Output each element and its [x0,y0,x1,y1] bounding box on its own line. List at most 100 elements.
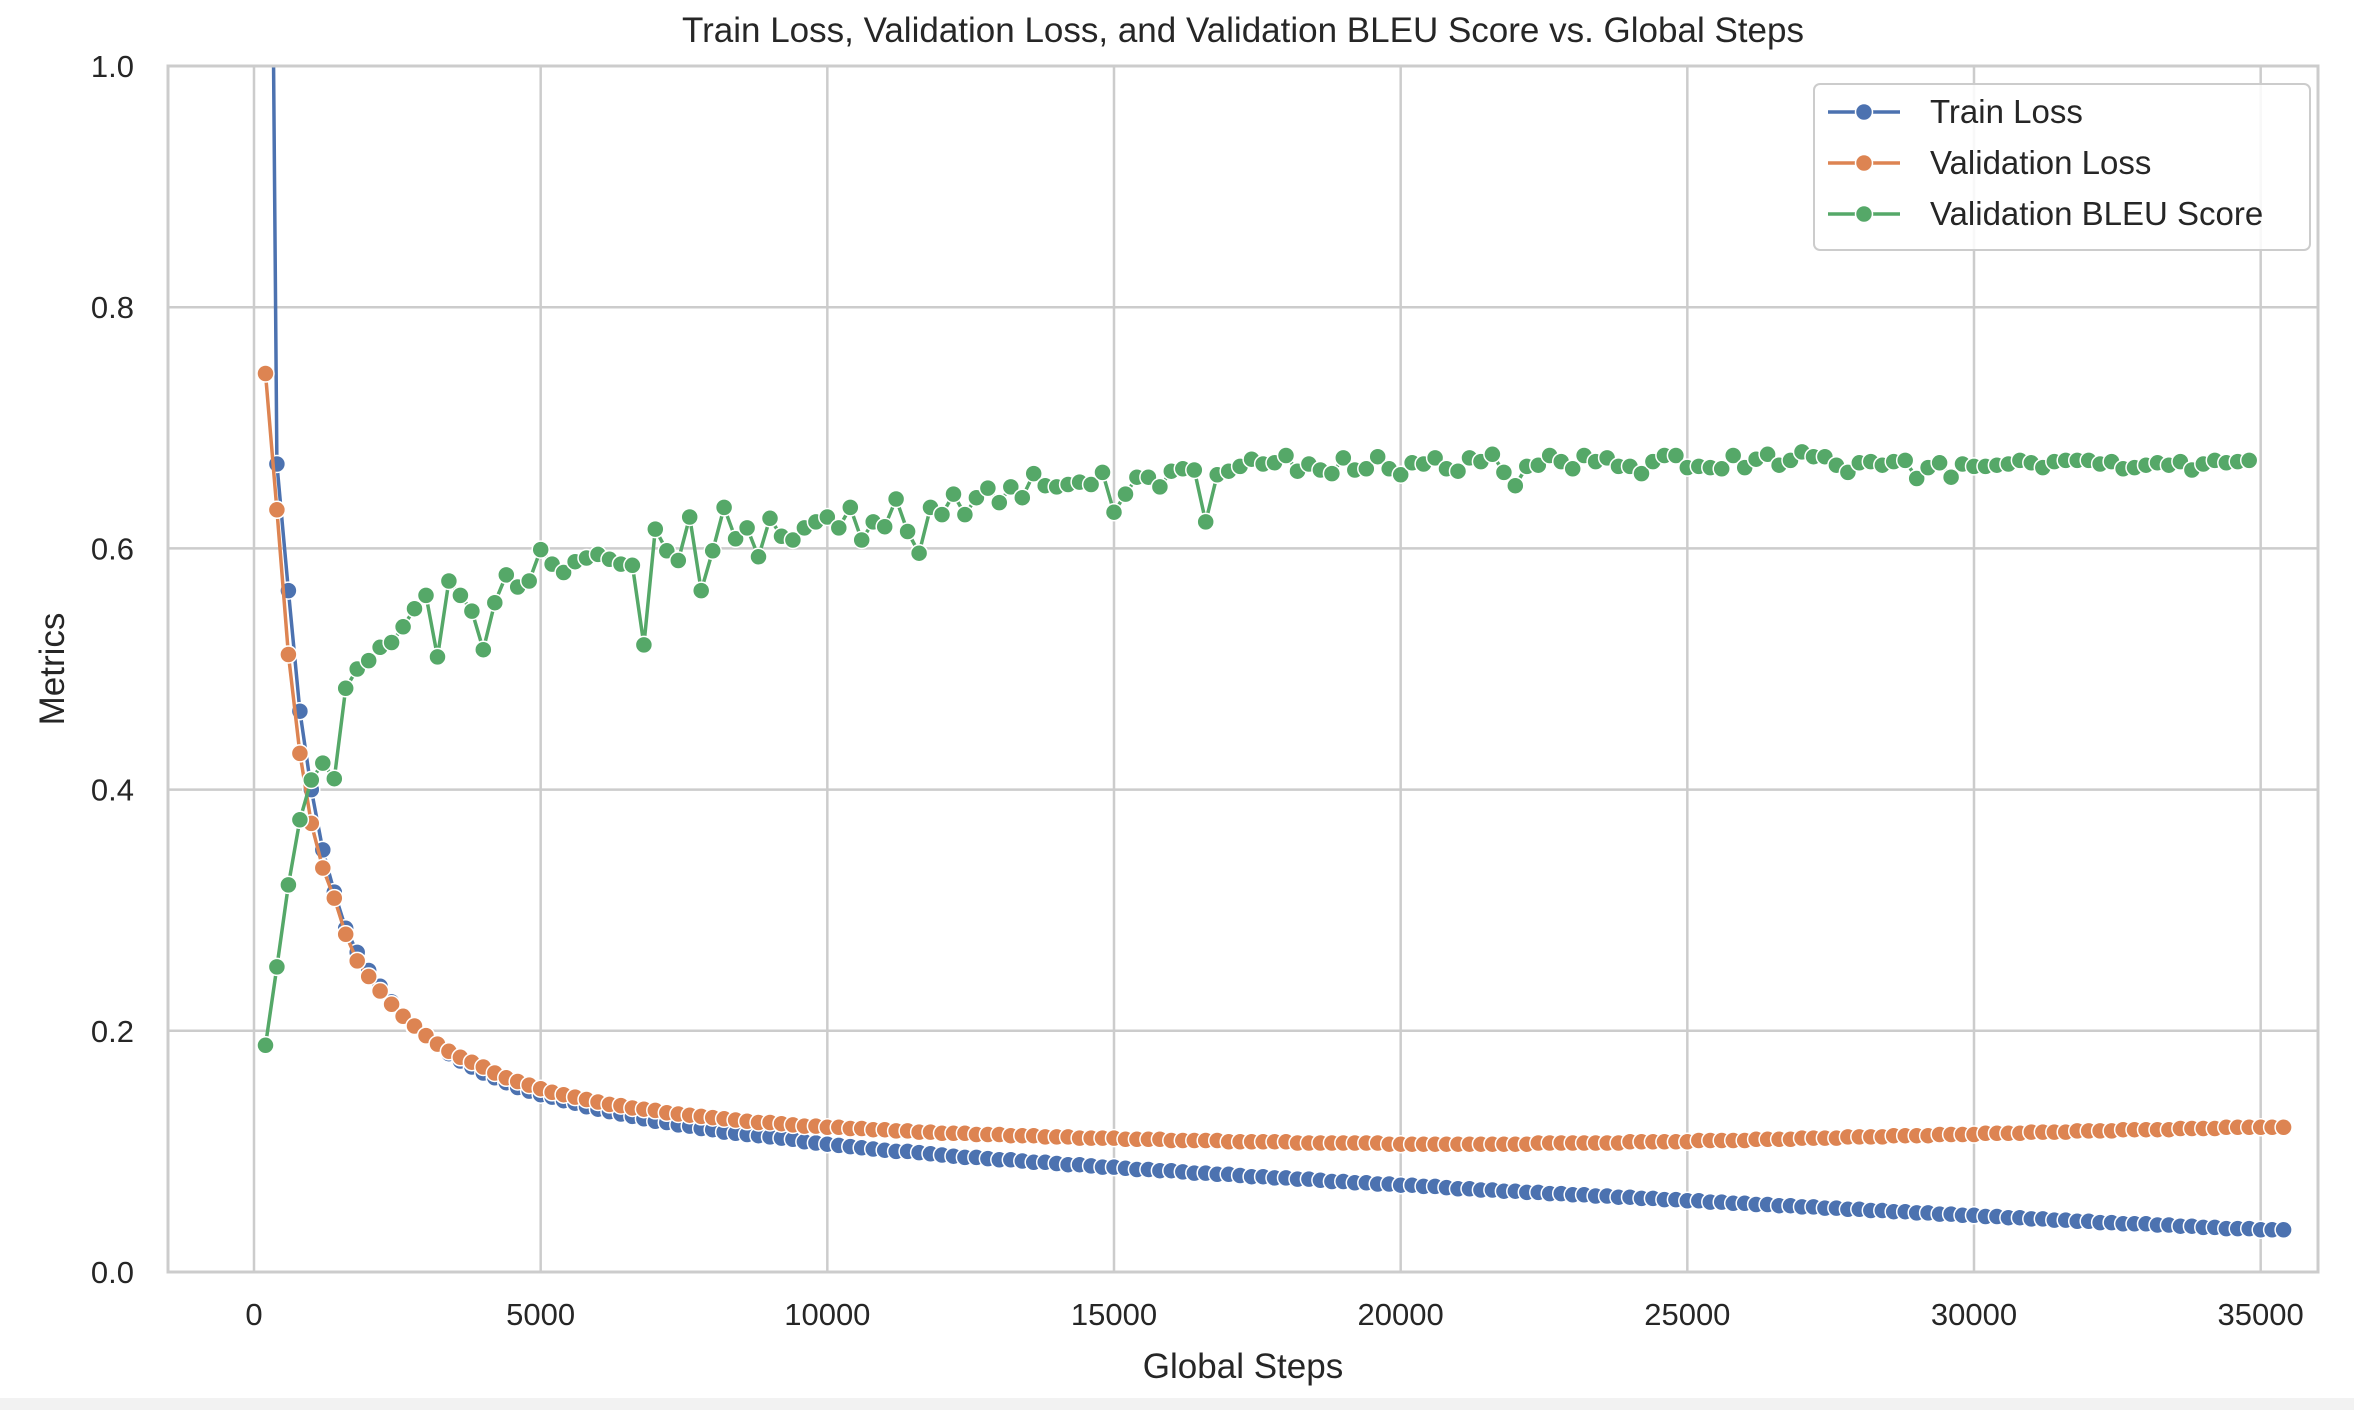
validation-bleu-score-point [1024,464,1043,483]
validation-bleu-score-point [1494,463,1514,482]
validation-bleu-score-point [749,547,768,567]
y-tick-label: 0.2 [91,1014,134,1049]
x-tick-label: 20000 [1358,1297,1444,1332]
validation-bleu-score-point [497,565,516,585]
y-axis: 0.0 0.2 0.4 0.6 0.8 1.0 [91,49,134,1290]
validation-bleu-score-point [485,593,505,612]
validation-bleu-score-point [428,647,447,667]
validation-bleu-score-point [1104,502,1124,522]
validation-bleu-score-point [726,529,745,549]
validation-bleu-score-point [909,543,929,563]
validation-bleu-score-point [1895,451,1915,470]
chart-title: Train Loss, Validation Loss, and Validat… [682,11,1804,50]
validation-bleu-score-point [669,551,688,570]
validation-bleu-score-point [1322,464,1342,483]
validation-loss-point [290,744,310,763]
y-axis-label: Metrics [33,613,72,726]
validation-bleu-score-point [691,581,711,600]
validation-bleu-score-point [783,530,803,550]
x-tick-label: 25000 [1644,1297,1730,1332]
legend-item-validation-loss: Validation Loss [1828,144,2151,181]
validation-loss-point [279,645,298,664]
validation-bleu-score-point [1563,459,1582,479]
plot-area [256,66,2293,1240]
validation-bleu-score-point [1448,461,1468,481]
validation-bleu-score-point [1276,446,1296,465]
x-tick-label: 0 [245,1297,262,1332]
legend-label: Validation Loss [1930,144,2151,181]
validation-bleu-score-point [1930,453,1949,473]
window-bottom-strip [0,1398,2354,1410]
y-tick-label: 0.6 [91,531,134,566]
validation-bleu-score-point [1391,465,1410,485]
validation-bleu-score-point [990,493,1009,512]
plot-frame [166,64,2320,1274]
validation-bleu-score-point [267,957,287,977]
validation-bleu-score-point [325,769,344,788]
validation-bleu-score-point [1907,469,1926,488]
validation-bleu-score-point [405,599,424,618]
validation-bleu-score-point [531,540,550,559]
validation-loss-point [370,981,390,1001]
validation-bleu-score-point [416,586,436,605]
validation-loss-point [256,364,275,383]
validation-bleu-score-point [359,651,378,670]
validation-bleu-score-point [760,509,780,528]
validation-bleu-score-point [290,810,310,830]
validation-bleu-score-point [1357,459,1376,479]
validation-bleu-score-point [1506,476,1525,495]
validation-loss-point [347,951,367,971]
validation-bleu-score-point [978,478,998,498]
validation-bleu-score-point [256,1036,275,1055]
validation-bleu-score-point [1632,464,1651,483]
validation-bleu-score-point [829,518,849,538]
validation-bleu-score-point [1941,467,1961,487]
validation-bleu-score-point [382,633,401,652]
validation-bleu-score-point [875,517,894,536]
validation-bleu-score-point [944,484,963,504]
validation-bleu-score-point [313,753,333,773]
y-tick-label: 0.4 [91,773,134,808]
train-loss-point [2274,1220,2293,1240]
validation-loss-point [2274,1118,2293,1137]
validation-bleu-score-point [818,507,837,527]
validation-bleu-score-point [898,522,917,541]
validation-bleu-score-point [1425,448,1445,468]
validation-bleu-score-point [2239,451,2259,470]
validation-loss-point [267,500,287,520]
legend-label: Validation BLEU Score [1930,195,2263,232]
train-loss-series [267,66,2293,1240]
validation-bleu-score-point [737,518,757,538]
validation-bleu-score-point [955,505,975,524]
validation-bleu-score-point [1001,477,1021,497]
legend-item-validation-bleu-score: Validation BLEU Score [1828,195,2263,232]
validation-bleu-score-point [302,770,321,790]
series-layer [256,66,2293,1240]
validation-bleu-score-point [336,679,355,698]
validation-bleu-score-point [1150,477,1170,497]
legend-label: Train Loss [1930,93,2083,130]
validation-bleu-score-point [554,563,573,582]
validation-bleu-score-point [1666,446,1686,465]
x-axis: 0 5000 10000 15000 20000 25000 30000 35000 [245,1297,2303,1332]
validation-bleu-score-point [1758,445,1777,464]
validation-loss-series [256,364,2293,1154]
validation-bleu-score-point [932,505,952,524]
validation-loss-point [325,888,344,908]
validation-bleu-score-point [886,489,906,509]
validation-bleu-score-point [451,586,470,605]
validation-bleu-score-point [519,571,539,591]
validation-bleu-score-point [393,617,413,637]
validation-bleu-score-point [634,635,654,655]
validation-bleu-score-point [841,498,860,517]
validation-bleu-score-point [852,530,871,550]
validation-loss-point [336,925,355,944]
legend-marker-swatch [1854,204,1874,224]
legend-box [1813,83,2311,251]
validation-bleu-score-point [1483,445,1502,464]
validation-loss-point [313,858,333,878]
x-axis-label: Global Steps [1143,1347,1343,1386]
validation-bleu-score-point [623,556,642,575]
y-tick-label: 0.0 [91,1255,134,1290]
